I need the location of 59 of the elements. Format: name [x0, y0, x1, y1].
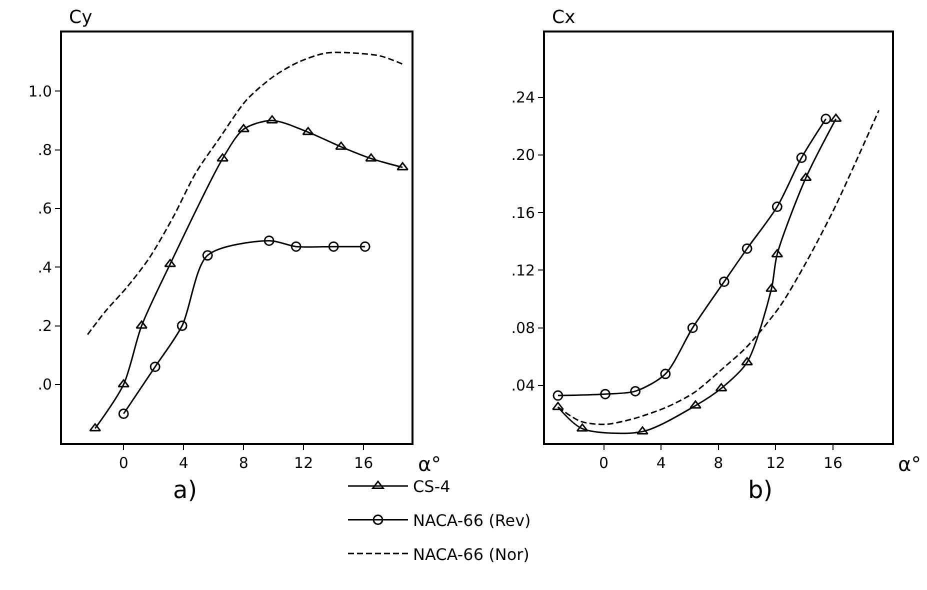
y-tick-label: .8 [38, 141, 52, 160]
point [820, 114, 832, 124]
y-tick-label: .04 [511, 376, 536, 395]
legend-label: NACA-66 (Rev) [412, 510, 531, 530]
point [630, 386, 641, 396]
point [690, 400, 702, 409]
legend-label: CS-4 [412, 477, 450, 496]
x-axis-title: α° [418, 452, 442, 476]
point [176, 320, 188, 332]
point [216, 153, 229, 162]
point [796, 152, 807, 164]
y-tick-label: .4 [38, 258, 52, 276]
y-tick-label: .6 [38, 200, 52, 218]
point [600, 388, 610, 400]
point [150, 362, 160, 372]
x-tick-label: 0 [118, 454, 128, 472]
legend-label: NACA-66 (Nor) [412, 544, 530, 564]
line-series [86, 52, 405, 336]
text: b) [748, 476, 773, 504]
point [552, 402, 564, 410]
point [328, 241, 339, 252]
x-tick-label: 12 [294, 454, 314, 472]
y-tick-label: .08 [511, 319, 536, 338]
x-tick-label: 4 [178, 454, 188, 472]
point [742, 243, 752, 254]
x-tick-label: 8 [714, 454, 724, 472]
y-tick-label: .16 [511, 204, 536, 222]
point [302, 126, 314, 136]
y-tick-label: .24 [511, 88, 536, 107]
x-tick-label: 16 [354, 454, 374, 472]
y-tick-label: .2 [38, 317, 52, 336]
point [576, 423, 588, 432]
x-tick-label: 16 [823, 454, 843, 472]
x-tick-label: 8 [238, 454, 248, 472]
point [360, 241, 370, 252]
y-tick-label: .20 [511, 146, 536, 164]
x-tick-label: 4 [656, 454, 666, 472]
x-axis-title: α° [898, 452, 922, 476]
y-tick-label: .12 [511, 261, 536, 280]
y-axis-title: Cx [552, 7, 576, 28]
point [365, 153, 378, 162]
y-tick-label: 1.0 [28, 82, 52, 100]
point [636, 426, 648, 435]
point [164, 258, 176, 268]
y-axis-title: Cy [69, 7, 93, 28]
y-tick-label: .0 [38, 376, 52, 394]
x-tick-label: 12 [766, 454, 786, 472]
point [264, 235, 274, 246]
text: a) [173, 476, 198, 504]
x-tick-label: 0 [599, 454, 609, 472]
point [290, 241, 302, 252]
point [552, 390, 564, 401]
point [202, 250, 213, 261]
point [718, 276, 730, 287]
point [238, 124, 250, 132]
point [118, 408, 129, 420]
point [660, 368, 671, 380]
point [772, 202, 782, 212]
point [687, 322, 698, 334]
